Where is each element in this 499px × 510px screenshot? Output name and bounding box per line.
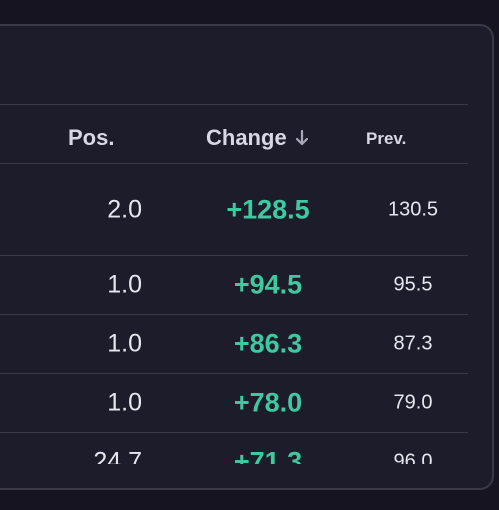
table-row[interactable]: 2.0 +128.5 130.5 <box>0 164 468 256</box>
prev-cell: 87.3 <box>393 332 433 355</box>
prev-cell: 79.0 <box>393 391 433 414</box>
pos-cell: 1.0 <box>107 329 142 358</box>
scroll-clip <box>0 464 468 488</box>
prev-cell: 95.5 <box>393 273 433 296</box>
column-header-change[interactable]: Change <box>206 125 309 151</box>
table-body: 2.0 +128.5 130.5 1.0 +94.5 95.5 1.0 +86.… <box>0 164 468 464</box>
prev-cell: 130.5 <box>387 198 439 220</box>
table-panel: Pos. Change Prev. 2.0 +128.5 130.5 1.0 +… <box>0 24 494 490</box>
table-row[interactable]: 24.7 +71.3 96.0 <box>0 433 468 465</box>
table-row[interactable]: 1.0 +86.3 87.3 <box>0 315 468 374</box>
change-cell: +86.3 <box>233 328 303 359</box>
pos-cell: 1.0 <box>107 270 142 299</box>
pos-cell: 2.0 <box>107 195 142 223</box>
arrow-down-icon <box>295 129 308 146</box>
prev-cell: 96.0 <box>393 450 433 465</box>
table-header: Pos. Change Prev. <box>0 105 468 164</box>
pos-cell: 1.0 <box>107 388 142 417</box>
change-cell: +128.5 <box>226 194 310 224</box>
pos-cell: 24.7 <box>93 447 142 465</box>
change-cell: +78.0 <box>233 387 303 418</box>
column-header-prev[interactable]: Prev. <box>366 129 407 148</box>
divider <box>0 104 468 105</box>
table-row[interactable]: 1.0 +78.0 79.0 <box>0 374 468 433</box>
column-header-pos[interactable]: Pos. <box>68 125 115 150</box>
column-header-change-label: Change <box>206 125 287 150</box>
change-cell: +94.5 <box>233 269 303 300</box>
table-row[interactable]: 1.0 +94.5 95.5 <box>0 256 468 315</box>
change-cell: +71.3 <box>233 446 303 465</box>
